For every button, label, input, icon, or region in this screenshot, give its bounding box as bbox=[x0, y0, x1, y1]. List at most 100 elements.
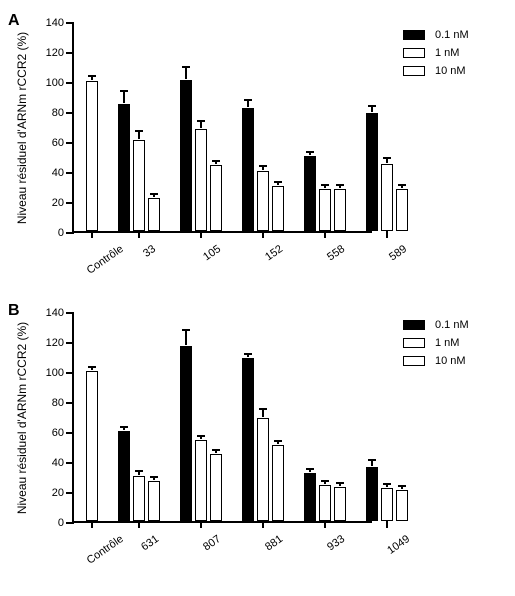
error-cap bbox=[197, 120, 205, 122]
error-cap bbox=[150, 193, 158, 195]
x-tick-label: 881 bbox=[263, 533, 285, 553]
y-tick-label: 60 bbox=[40, 137, 64, 149]
error-cap bbox=[135, 130, 143, 132]
y-tick bbox=[66, 142, 74, 144]
bar bbox=[366, 113, 378, 232]
bar bbox=[210, 165, 222, 231]
error-cap bbox=[244, 99, 252, 101]
error-bar bbox=[138, 131, 140, 139]
error-cap bbox=[383, 483, 391, 485]
error-cap bbox=[197, 435, 205, 437]
error-cap bbox=[336, 184, 344, 186]
bar bbox=[334, 487, 346, 522]
panel-b: B Niveau résiduel d'ARNm rCCR2 (%) 02040… bbox=[8, 298, 507, 578]
x-tick-label: 558 bbox=[325, 243, 347, 263]
bar bbox=[319, 189, 331, 231]
error-cap bbox=[336, 482, 344, 484]
error-cap bbox=[150, 476, 158, 478]
error-cap bbox=[120, 90, 128, 92]
y-tick bbox=[66, 172, 74, 174]
bar bbox=[242, 358, 254, 522]
error-bar bbox=[185, 67, 187, 79]
error-cap bbox=[274, 440, 282, 442]
x-tick bbox=[138, 231, 140, 238]
error-cap bbox=[398, 485, 406, 487]
bar bbox=[396, 490, 408, 522]
error-cap bbox=[306, 151, 314, 153]
bar-group bbox=[242, 358, 284, 522]
bar bbox=[319, 485, 331, 521]
y-tick bbox=[66, 312, 74, 314]
bar-group bbox=[304, 156, 346, 231]
bar bbox=[118, 104, 130, 232]
error-cap bbox=[398, 184, 406, 186]
y-tick-label: 40 bbox=[40, 457, 64, 469]
bar-group bbox=[242, 108, 284, 231]
x-tick bbox=[262, 521, 264, 528]
bar-group bbox=[118, 431, 160, 521]
x-tick-label: Contrôle bbox=[85, 533, 126, 567]
bar bbox=[304, 156, 316, 231]
bar bbox=[195, 440, 207, 521]
legend-label: 1 nM bbox=[435, 47, 459, 59]
legend-a: 0.1 nM 1 nM 10 nM bbox=[403, 26, 469, 80]
x-tick bbox=[138, 521, 140, 528]
bar-group bbox=[180, 80, 222, 232]
x-tick-label: 589 bbox=[387, 243, 409, 263]
y-tick bbox=[66, 232, 74, 234]
error-cap bbox=[368, 105, 376, 107]
error-bar bbox=[123, 91, 125, 103]
x-tick-label: 152 bbox=[263, 243, 285, 263]
x-tick-label: Contrôle bbox=[85, 243, 126, 277]
bar bbox=[210, 454, 222, 522]
y-tick-label: 100 bbox=[40, 77, 64, 89]
bar bbox=[148, 198, 160, 231]
bar bbox=[396, 189, 408, 231]
legend-swatch bbox=[403, 320, 425, 330]
y-tick bbox=[66, 22, 74, 24]
error-cap bbox=[321, 480, 329, 482]
error-cap bbox=[88, 75, 96, 77]
x-tick-label: 933 bbox=[325, 533, 347, 553]
legend-swatch bbox=[403, 338, 425, 348]
y-tick bbox=[66, 462, 74, 464]
error-cap bbox=[212, 160, 220, 162]
bar bbox=[86, 81, 98, 231]
y-tick-label: 0 bbox=[40, 517, 64, 529]
error-cap bbox=[212, 449, 220, 451]
error-bar bbox=[262, 409, 264, 417]
error-cap bbox=[88, 366, 96, 368]
y-tick-label: 80 bbox=[40, 107, 64, 119]
bar bbox=[118, 431, 130, 521]
y-tick-label: 20 bbox=[40, 487, 64, 499]
bar bbox=[133, 140, 145, 232]
y-tick bbox=[66, 402, 74, 404]
y-tick bbox=[66, 52, 74, 54]
x-tick bbox=[324, 231, 326, 238]
error-cap bbox=[182, 329, 190, 331]
y-tick-label: 100 bbox=[40, 367, 64, 379]
legend-item: 0.1 nM bbox=[403, 26, 469, 44]
legend-label: 1 nM bbox=[435, 337, 459, 349]
error-cap bbox=[259, 408, 267, 410]
bar bbox=[272, 445, 284, 522]
legend-label: 10 nM bbox=[435, 65, 466, 77]
y-tick bbox=[66, 112, 74, 114]
legend-label: 0.1 nM bbox=[435, 319, 469, 331]
legend-swatch bbox=[403, 66, 425, 76]
error-cap bbox=[182, 66, 190, 68]
y-tick bbox=[66, 202, 74, 204]
bar bbox=[381, 488, 393, 521]
panel-letter: B bbox=[8, 302, 20, 320]
bar bbox=[133, 476, 145, 521]
bar bbox=[272, 186, 284, 231]
y-tick bbox=[66, 522, 74, 524]
y-tick bbox=[66, 342, 74, 344]
legend-item: 10 nM bbox=[403, 352, 469, 370]
x-tick bbox=[200, 231, 202, 238]
error-cap bbox=[244, 353, 252, 355]
y-tick-label: 80 bbox=[40, 397, 64, 409]
legend-b: 0.1 nM 1 nM 10 nM bbox=[403, 316, 469, 370]
bar-group bbox=[118, 104, 160, 232]
legend-swatch bbox=[403, 48, 425, 58]
